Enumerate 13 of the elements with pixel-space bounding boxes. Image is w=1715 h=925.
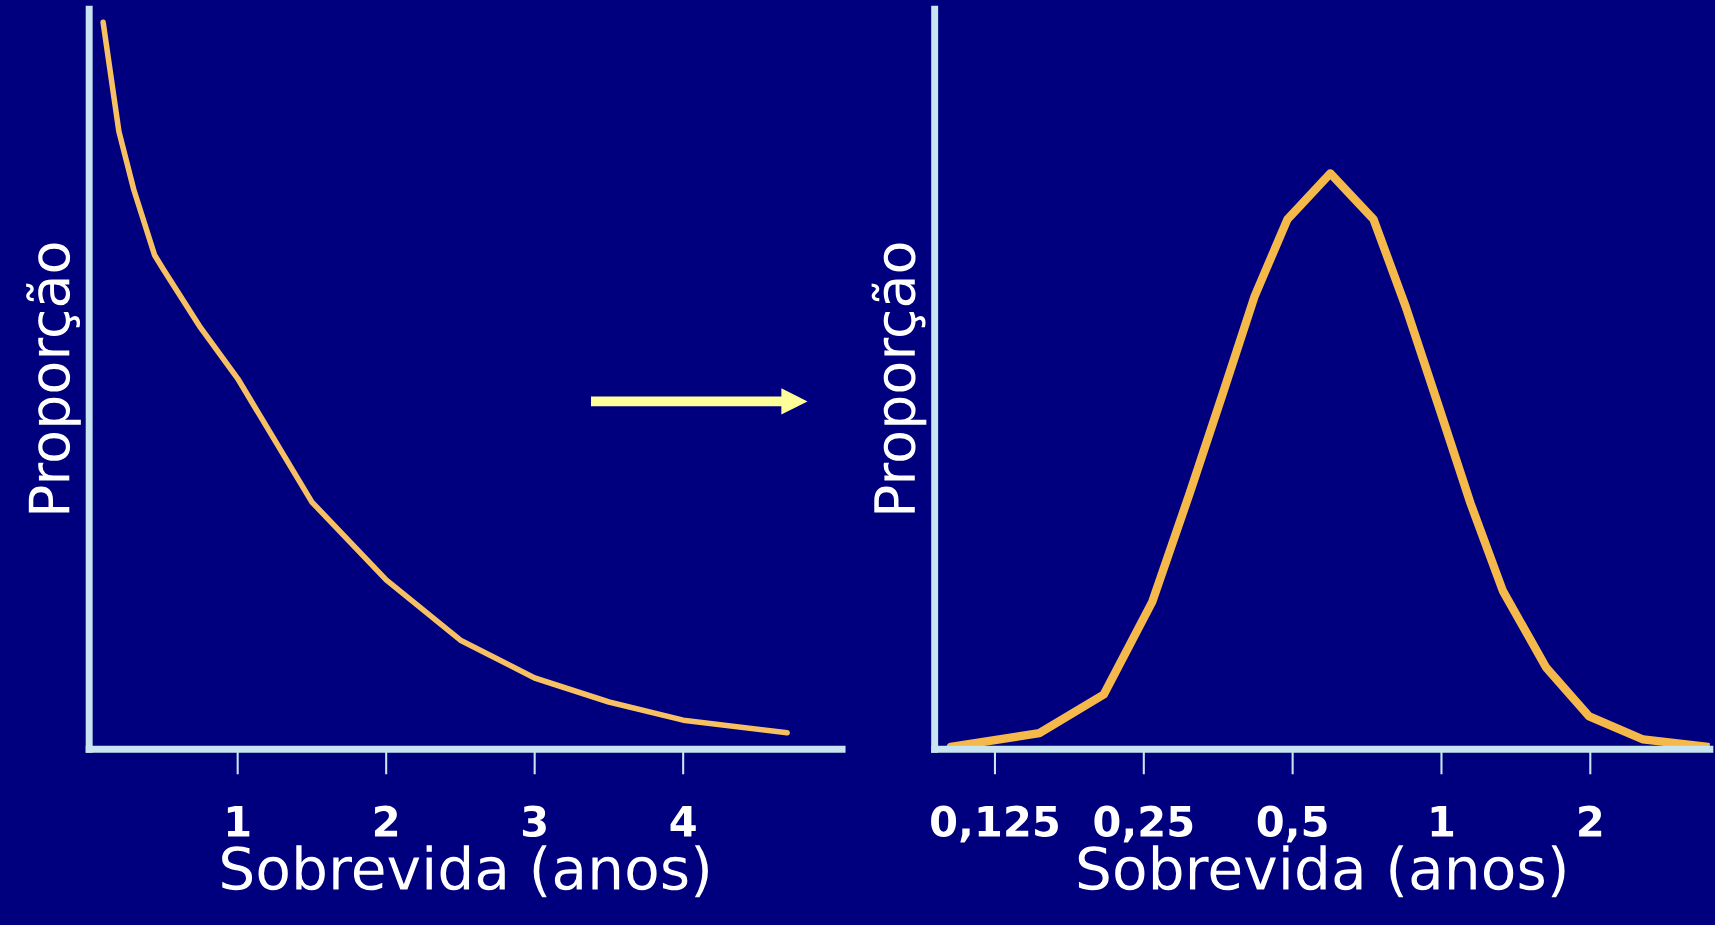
y-axis-title: Proporção xyxy=(26,243,81,513)
x-tick-label: 0,125 xyxy=(931,805,1058,843)
y-axis-title: Proporção xyxy=(871,243,927,513)
x-axis-title: Sobrevida (anos) xyxy=(1078,845,1565,898)
x-tick-label: 3 xyxy=(522,805,546,838)
x-tick-label: 4 xyxy=(670,806,696,837)
x-tick-label: 1 xyxy=(1431,806,1454,837)
x-tick-label: 0,25 xyxy=(1094,805,1193,843)
x-tick-label: 1 xyxy=(227,806,250,837)
x-tick-label: 0,5 xyxy=(1257,805,1327,843)
x-tick-label: 2 xyxy=(374,805,398,837)
x-axis-title: Sobrevida (anos) xyxy=(222,845,708,898)
x-tick-label: 2 xyxy=(1579,805,1602,837)
